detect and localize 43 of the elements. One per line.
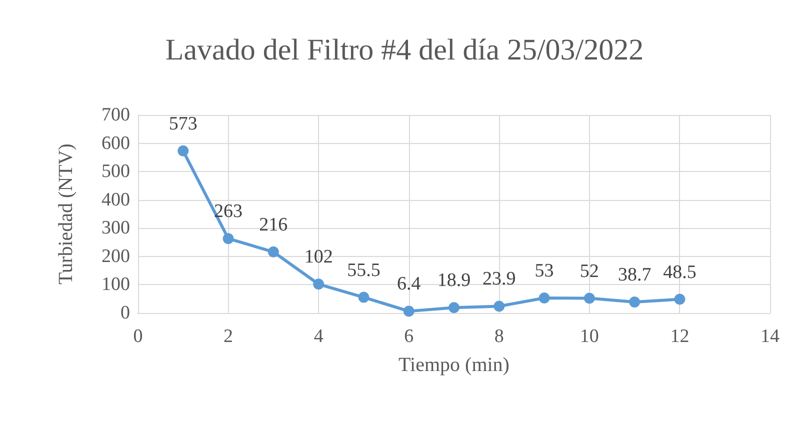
y-tick-label: 400 <box>102 189 130 210</box>
x-tick-label: 0 <box>133 326 143 347</box>
point <box>268 246 279 258</box>
x-tick-label: 6 <box>404 326 414 347</box>
data-label: 55.5 <box>347 260 380 281</box>
y-tick-label: 500 <box>102 161 130 182</box>
data-label: 216 <box>259 214 288 236</box>
data-label: 6.4 <box>396 274 422 295</box>
y-tick-label: 300 <box>102 218 130 239</box>
x-tick-label: 12 <box>670 326 690 347</box>
y-tick-label: 200 <box>102 246 130 267</box>
data-label: 48.5 <box>663 262 696 283</box>
x-tick-label: 10 <box>580 326 599 347</box>
point <box>674 294 686 305</box>
data-label: 18.9 <box>437 270 471 292</box>
x-tick-label: 8 <box>494 326 504 347</box>
data-label: 52 <box>580 260 599 282</box>
point <box>313 278 324 290</box>
point <box>494 300 505 312</box>
data-label: 38.7 <box>618 264 652 286</box>
y-tick-label: 100 <box>102 274 130 296</box>
point <box>403 306 414 317</box>
point <box>178 145 189 156</box>
x-tick-label: 2 <box>224 326 234 347</box>
y-tick-label: 600 <box>102 132 130 154</box>
data-label: 23.9 <box>482 268 516 290</box>
chart-title: Lavado del Filtro #4 del día 25/03/2022 <box>165 34 644 66</box>
point <box>629 296 640 308</box>
y-axis-title: Turbiedad (NTV) <box>55 144 77 284</box>
point <box>538 292 550 304</box>
point <box>222 233 234 244</box>
x-tick-label: 4 <box>314 326 324 347</box>
point <box>448 302 460 314</box>
data-label: 573 <box>168 113 198 134</box>
x-tick-label: 14 <box>760 326 780 347</box>
y-tick-label: 0 <box>120 302 130 324</box>
point <box>584 292 595 304</box>
point <box>358 292 370 303</box>
data-label: 263 <box>214 201 243 222</box>
data-label: 53 <box>534 260 554 282</box>
data-label: 102 <box>304 246 333 268</box>
x-axis-title: Tiempo (min) <box>398 354 510 376</box>
y-tick-label: 700 <box>102 104 130 126</box>
